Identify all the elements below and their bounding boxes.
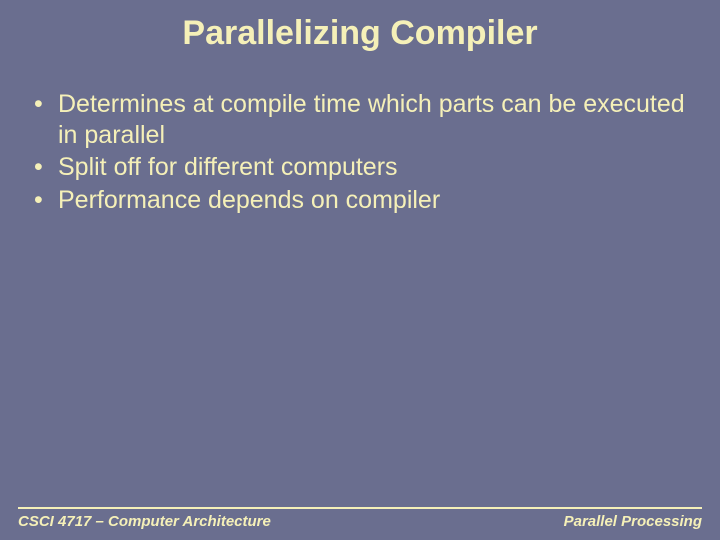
list-item: Determines at compile time which parts c… [30, 89, 690, 150]
slide-content: Determines at compile time which parts c… [0, 61, 720, 540]
bullet-text: Split off for different computers [58, 153, 398, 181]
bullet-text: Performance depends on compiler [58, 186, 440, 214]
slide-footer: CSCI 4717 – Computer Architecture Parall… [0, 507, 720, 540]
slide-title: Parallelizing Compiler [0, 0, 720, 61]
list-item: Performance depends on compiler [30, 185, 690, 216]
footer-rule [18, 507, 702, 509]
bullet-text: Determines at compile time which parts c… [58, 90, 685, 149]
list-item: Split off for different computers [30, 152, 690, 183]
slide: Parallelizing Compiler Determines at com… [0, 0, 720, 540]
footer-row: CSCI 4717 – Computer Architecture Parall… [18, 513, 702, 530]
footer-left: CSCI 4717 – Computer Architecture [18, 513, 271, 530]
bullet-list: Determines at compile time which parts c… [30, 89, 690, 215]
footer-right: Parallel Processing [564, 513, 702, 530]
